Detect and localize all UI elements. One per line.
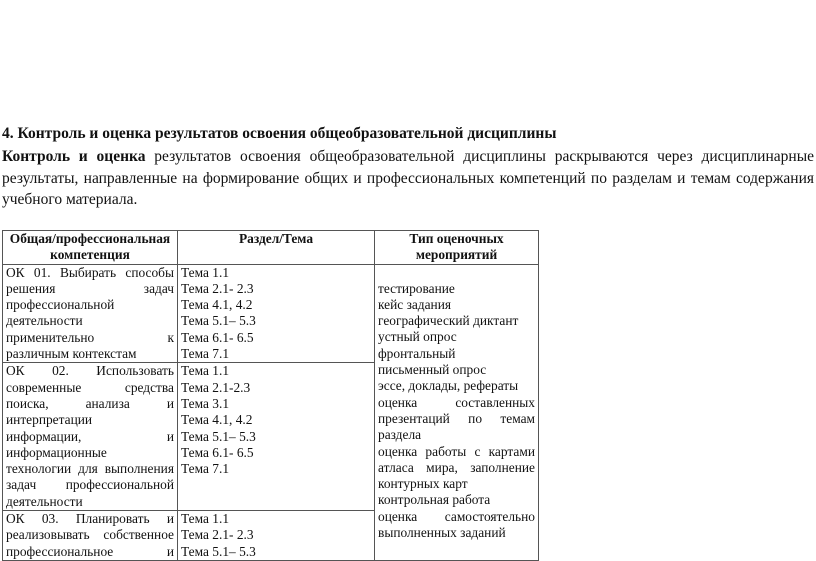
topic-line: Тема 1.1: [181, 363, 230, 379]
competence-line: применительно к: [6, 329, 174, 345]
header-competence: Общая/профессиональная компетенция: [2, 230, 178, 265]
assessment-line: письменный опрос: [378, 362, 487, 378]
assessment-line: выполненных заданий: [378, 525, 506, 541]
assessment-line: оценка составленных: [378, 394, 535, 410]
assessment-line: географический диктант: [378, 313, 519, 329]
topic-line: Тема 6.1- 6.5: [181, 329, 254, 345]
competence-line: профессиональное и: [6, 543, 174, 559]
topic-line: Тема 1.1: [181, 511, 230, 527]
paragraph-line-1: Контроль и оценка результатов освоения о…: [2, 148, 814, 165]
section-heading: 4. Контроль и оценка результатов освоени…: [2, 125, 557, 142]
competence-line: технологии для выполнения: [6, 461, 174, 477]
topic-line: Тема 2.1-2.3: [181, 379, 251, 395]
topic-cell: Тема 1.1 Тема 2.1-2.3 Тема 3.1 Тема 4.1, 4.…: [177, 362, 375, 512]
topic-line: Тема 2.1- 2.3: [181, 527, 254, 543]
table-row: ОК 01. Выбирать способы решения задач проф…: [2, 263, 539, 561]
competence-line: ОК 03. Планировать и: [6, 511, 174, 527]
competence-cell: ОК 01. Выбирать способы решения задач проф…: [2, 263, 178, 364]
topic-cell: Тема 1.1 Тема 2.1- 2.3 Тема 4.1, 4.2 Тема 5…: [177, 263, 375, 364]
assessment-line: тестирование: [378, 280, 455, 296]
paragraph-line-2: результаты, направленные на формирование…: [2, 169, 814, 187]
assessment-line: фронтальный: [378, 345, 456, 361]
topic-line: Тема 3.1: [181, 395, 230, 411]
competence-line: современные средства: [6, 379, 174, 395]
topic-cell: Тема 1.1 Тема 2.1- 2.3 Тема 5.1– 5.3: [177, 510, 375, 561]
assessment-line: эссе, доклады, рефераты: [378, 378, 519, 394]
assessment-line: устный опрос: [378, 329, 457, 345]
topic-line: Тема 7.1: [181, 461, 230, 477]
assessment-line: контурных карт: [378, 476, 468, 492]
competence-line: информационные: [6, 444, 107, 460]
competence-line: решения задач: [6, 280, 174, 296]
competence-line: задач профессиональной: [6, 477, 174, 493]
competence-line: поиска, анализа и: [6, 395, 174, 411]
competence-line: интерпретации: [6, 412, 93, 428]
topic-line: Тема 6.1- 6.5: [181, 444, 254, 460]
topic-line: Тема 7.1: [181, 346, 230, 362]
assessment-line: презентаций по темам: [378, 410, 535, 426]
topic-line: Тема 4.1, 4.2: [181, 297, 253, 313]
competence-cell: ОК 02. Использовать современные средства п…: [2, 362, 178, 512]
paragraph-line-3: учебного материала.: [2, 191, 138, 208]
intro-paragraph: Контроль и оценка результатов освоения о…: [2, 146, 814, 211]
paragraph-lead: Контроль и оценка: [2, 148, 146, 165]
competence-cell: ОК 03. Планировать и реализовывать собств…: [2, 510, 178, 561]
topic-line: Тема 5.1– 5.3: [181, 428, 256, 444]
assessment-line: контрольная работа: [378, 492, 491, 508]
assessment-table: Общая/профессиональная компетенция Разде…: [2, 230, 539, 561]
topic-line: Тема 5.1– 5.3: [181, 543, 256, 559]
competence-line: деятельности: [6, 313, 83, 329]
competence-line: ОК 02. Использовать: [6, 363, 174, 379]
competence-line: ОК 01. Выбирать способы: [6, 264, 174, 280]
competence-line: различным контекстам: [6, 346, 137, 362]
topic-line: Тема 2.1- 2.3: [181, 280, 254, 296]
competence-line: профессиональной: [6, 297, 115, 313]
header-assessment: Тип оценочных мероприятий: [374, 230, 539, 265]
header-topic: Раздел/Тема: [177, 230, 375, 265]
assessment-line: оценка самостоятельно: [378, 508, 535, 524]
assessment-line: атласа мира, заполнение: [378, 459, 535, 475]
topic-line: Тема 1.1: [181, 264, 230, 280]
competence-line: реализовывать собственное: [6, 527, 174, 543]
table-row: ОК 02. Использовать современные средства п…: [2, 362, 539, 512]
assessment-line: кейс задания: [378, 296, 452, 312]
table-header-row: Общая/профессиональная компетенция Разде…: [2, 230, 539, 265]
assessment-cell: тестирование кейс задания географический д…: [374, 263, 539, 561]
topic-line: Тема 4.1, 4.2: [181, 412, 253, 428]
competence-line: деятельности: [6, 493, 83, 509]
topic-line: Тема 5.1– 5.3: [181, 313, 256, 329]
assessment-line: раздела: [378, 427, 422, 443]
competence-line: информации, и: [6, 428, 174, 444]
assessment-line: оценка работы с картами: [378, 443, 535, 459]
